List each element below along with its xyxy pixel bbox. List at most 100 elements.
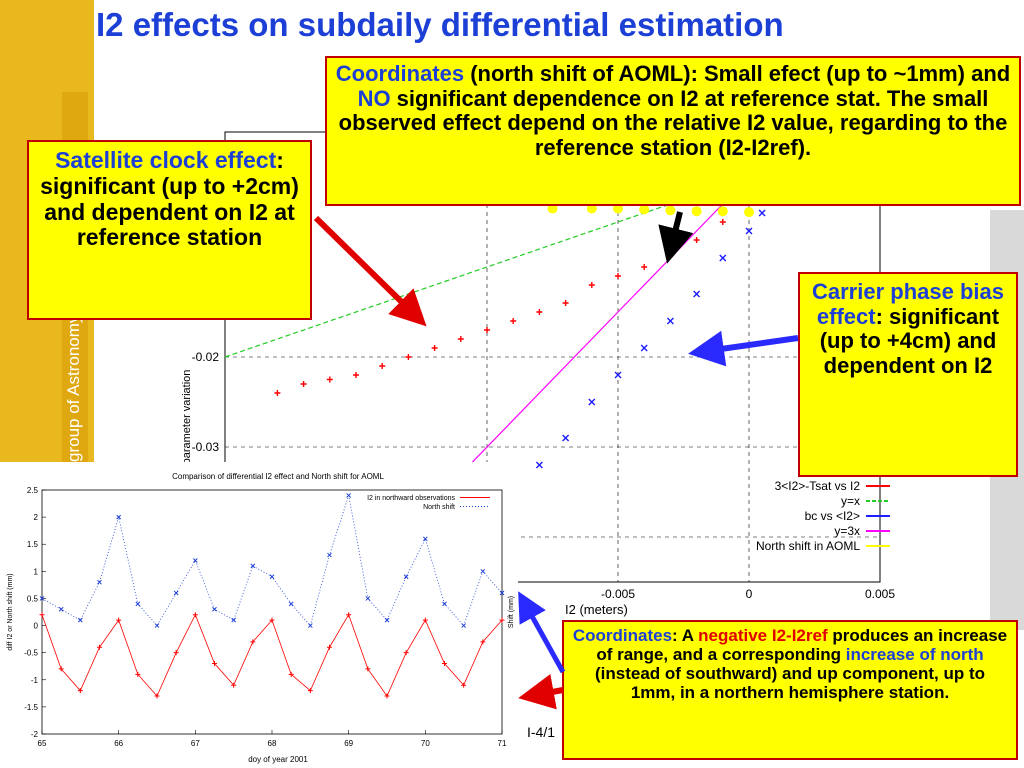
- main-legend-label: bc vs <I2>: [805, 509, 860, 523]
- main-point-sat-clock: [353, 372, 359, 378]
- lower-ytick-label: 2: [34, 513, 39, 522]
- lower-chart-ticks: 2.5 2 1.5 1 0.5 0 -0.5 -1 -1.5 -265 66 67 68 69 70 71: [24, 486, 507, 748]
- callout-bottom-emphasis-1: negative I2-I2ref: [698, 626, 828, 645]
- callout-left-keyword: Satellite clock effect: [55, 147, 277, 173]
- main-point-sat-clock: [510, 318, 517, 324]
- main-point-bc: [614, 371, 622, 379]
- lower-xtick-label: 69: [344, 739, 353, 748]
- lower-chart-series: [39, 493, 505, 699]
- lower-point-i2: [403, 650, 409, 656]
- callout-bottom-emphasis-2: increase of north: [845, 645, 984, 665]
- main-legend-label: 3<I2>-Tsat vs I2: [775, 479, 861, 493]
- lower-point-i2: [97, 644, 102, 650]
- lower-point-north: [403, 574, 409, 580]
- main-xtick-label: -0.005: [601, 587, 635, 601]
- lower-xtick-label: 70: [421, 739, 430, 748]
- main-chart-ylabel: parameter variation: [181, 370, 193, 465]
- lower-point-i2: [135, 671, 141, 677]
- lower-point-north: [422, 536, 428, 542]
- main-point-north-shift: [717, 206, 728, 217]
- main-point-north-shift: [586, 203, 597, 214]
- slide-title: I2 effects on subdaily differential esti…: [96, 6, 784, 43]
- lower-chart-bg: [0, 462, 518, 768]
- main-point-bc: [640, 344, 648, 352]
- main-point-bc: [588, 398, 596, 406]
- lower-xtick-label: 71: [498, 739, 507, 748]
- callout-negative-i2: Coordinates: A negative I2-I2ref produce…: [562, 620, 1018, 760]
- main-point-north-shift: [665, 205, 676, 216]
- lower-point-i2: [154, 693, 160, 699]
- callout-top-emphasis: NO: [357, 85, 391, 111]
- lower-point-north: [442, 601, 447, 607]
- lower-point-i2: [173, 650, 179, 656]
- main-point-bc: [719, 254, 727, 262]
- lower-point-i2: [288, 671, 294, 677]
- lower-point-north: [135, 601, 141, 607]
- lower-ytick-label: 0.5: [27, 594, 39, 603]
- slide-footer: I-4/1: [527, 724, 556, 740]
- lower-point-north: [58, 606, 64, 612]
- callout-coordinates-north-shift: Coordinates (north shift of AOML): Small…: [325, 56, 1021, 206]
- callout-bottom-keyword: Coordinates: [572, 626, 673, 645]
- callout-satellite-clock: Satellite clock effect: significant (up …: [27, 140, 312, 320]
- lower-point-i2: [192, 612, 198, 618]
- main-point-sat-clock: [431, 345, 438, 351]
- callout-top-text-2: significant dependence on I2 at referenc…: [338, 85, 1008, 160]
- main-point-sat-clock: [615, 273, 621, 279]
- lower-xtick-label: 65: [38, 739, 47, 748]
- callout-bottom-text-3: (instead of southward) and up component,…: [594, 664, 986, 703]
- lower-ytick-label: -1.5: [24, 703, 38, 712]
- lower-point-i2: [499, 617, 505, 623]
- lower-point-north: [365, 596, 371, 601]
- lower-chart-ylabel: diff I2 or North shift (mm): [7, 573, 14, 650]
- lower-point-i2: [58, 666, 64, 672]
- lower-point-i2: [384, 693, 390, 699]
- lower-ytick-label: -2: [31, 730, 39, 739]
- lower-xtick-label: 66: [114, 739, 123, 748]
- main-ytick-label: -0.03: [192, 440, 220, 454]
- lower-ytick-label: 1.5: [27, 540, 39, 549]
- main-line-y-equals-x: [224, 176, 750, 358]
- lower-point-i2: [461, 682, 467, 688]
- lower-point-north: [499, 590, 505, 596]
- lower-legend-label: North shift: [423, 504, 455, 511]
- lower-point-i2: [39, 612, 45, 618]
- lower-chart-xlabel: doy of year 2001: [248, 755, 308, 764]
- lower-ytick-label: -1: [31, 676, 39, 685]
- main-legend-label: y=x: [841, 494, 860, 508]
- main-xtick-label: 0.005: [865, 587, 895, 601]
- lower-point-north: [154, 623, 160, 628]
- lower-xtick-label: 68: [268, 739, 277, 748]
- lower-point-north: [97, 579, 102, 585]
- main-point-sat-clock: [405, 354, 412, 360]
- main-point-north-shift: [547, 203, 558, 214]
- lower-point-i2: [269, 617, 275, 623]
- lower-point-north: [116, 514, 122, 520]
- main-point-sat-clock: [641, 264, 648, 270]
- lower-point-i2: [346, 612, 352, 618]
- lower-point-i2: [250, 639, 256, 645]
- lower-ytick-label: 1: [34, 567, 39, 576]
- callout-carrier-phase-bias: Carrier phase bias effect: significant (…: [798, 272, 1018, 477]
- main-point-sat-clock: [379, 363, 386, 369]
- lower-ytick-label: 0: [34, 622, 39, 631]
- main-chart-points: [274, 203, 766, 505]
- lower-point-i2: [327, 644, 332, 650]
- main-point-sat-clock: [693, 237, 700, 243]
- lower-point-north: [288, 601, 294, 607]
- main-point-bc: [535, 461, 543, 469]
- lower-point-north: [77, 617, 83, 623]
- arrow-bottom-red: [518, 673, 564, 710]
- main-point-bc: [745, 227, 753, 235]
- lower-point-north: [327, 552, 332, 558]
- main-point-bc: [758, 209, 766, 217]
- main-legend-label: y=3x: [834, 524, 860, 538]
- main-point-bc: [693, 290, 701, 298]
- lower-chart-legend: I2 in northward observations North shift: [367, 495, 490, 511]
- lower-point-north: [269, 574, 275, 580]
- main-point-sat-clock: [536, 309, 543, 315]
- lower-ytick-label: -0.5: [24, 649, 38, 658]
- main-point-north-shift: [691, 206, 702, 217]
- lower-xtick-label: 67: [191, 739, 200, 748]
- lower-point-i2: [307, 688, 313, 694]
